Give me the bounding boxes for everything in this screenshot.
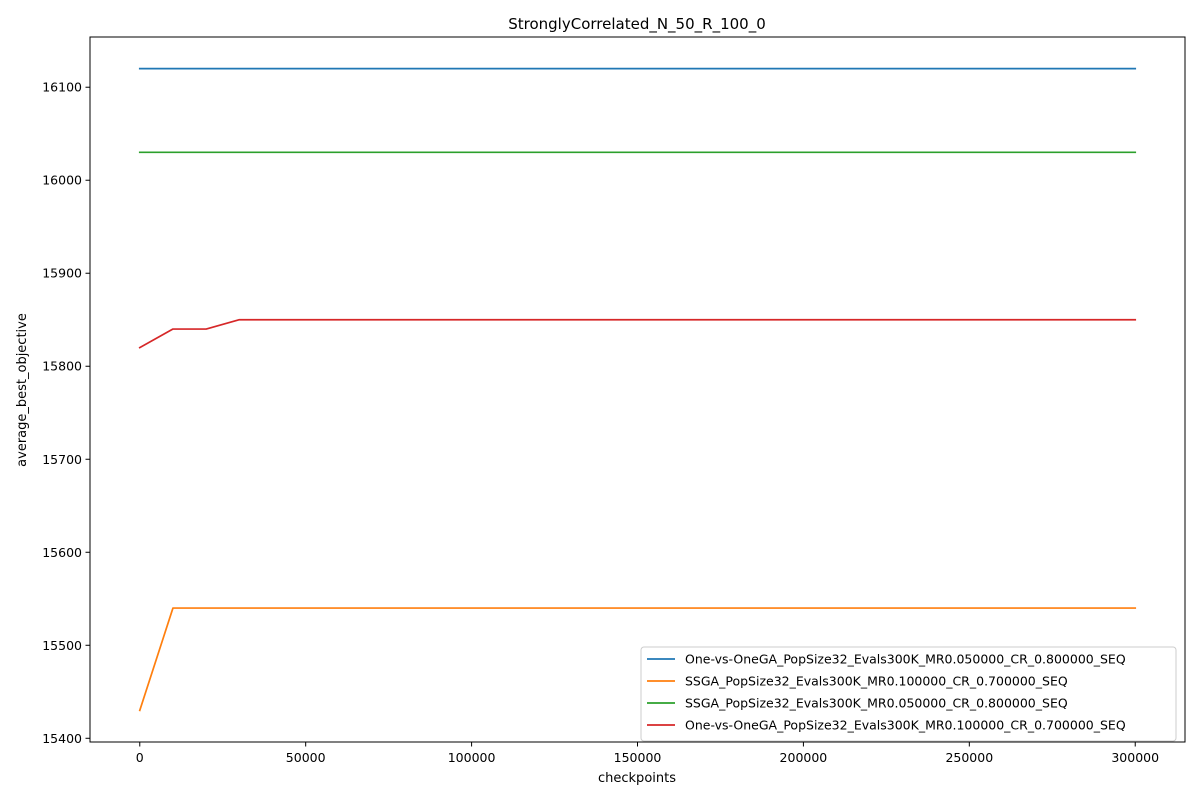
x-tick-label: 250000 bbox=[945, 750, 993, 765]
series-layer bbox=[138, 67, 1137, 712]
legend-label-3: SSGA_PopSize32_Evals300K_MR0.050000_CR_0… bbox=[685, 696, 1068, 711]
x-tick-label: 150000 bbox=[614, 750, 662, 765]
plot-area bbox=[90, 37, 1185, 742]
y-tick-label: 15700 bbox=[42, 452, 82, 467]
x-tick-label: 200000 bbox=[780, 750, 828, 765]
series-line-4 bbox=[138, 318, 1137, 349]
series-line-2 bbox=[138, 607, 1137, 712]
y-tick-label: 15400 bbox=[42, 731, 82, 746]
y-tick-label: 15500 bbox=[42, 638, 82, 653]
x-axis-label: checkpoints bbox=[598, 771, 676, 786]
x-tick-label: 100000 bbox=[448, 750, 496, 765]
legend-label-2: SSGA_PopSize32_Evals300K_MR0.100000_CR_0… bbox=[685, 674, 1068, 689]
axes-layer: 0 50000 100000 150000 200000 250000 300000 1540… bbox=[42, 36, 1186, 765]
legend-box bbox=[640, 646, 1177, 742]
y-axis-label: average_best_objective bbox=[15, 313, 30, 467]
legend-label-1: One-vs-OneGA_PopSize32_Evals300K_MR0.050… bbox=[685, 652, 1126, 667]
legend-label-4: One-vs-OneGA_PopSize32_Evals300K_MR0.100… bbox=[685, 718, 1126, 733]
y-tick-label: 15800 bbox=[42, 359, 82, 374]
y-tick-label: 16100 bbox=[42, 80, 82, 95]
legend: One-vs-OneGA_PopSize32_Evals300K_MR0.050… bbox=[640, 646, 1177, 742]
y-tick-label: 15900 bbox=[42, 266, 82, 281]
x-tick-label: 300000 bbox=[1111, 750, 1159, 765]
x-tick-label: 0 bbox=[136, 750, 144, 765]
chart-title: StronglyCorrelated_N_50_R_100_0 bbox=[508, 15, 766, 34]
plot-background bbox=[90, 37, 1185, 742]
y-tick-label: 16000 bbox=[42, 173, 82, 188]
y-tick-label: 15600 bbox=[42, 545, 82, 560]
x-tick-label: 50000 bbox=[286, 750, 326, 765]
